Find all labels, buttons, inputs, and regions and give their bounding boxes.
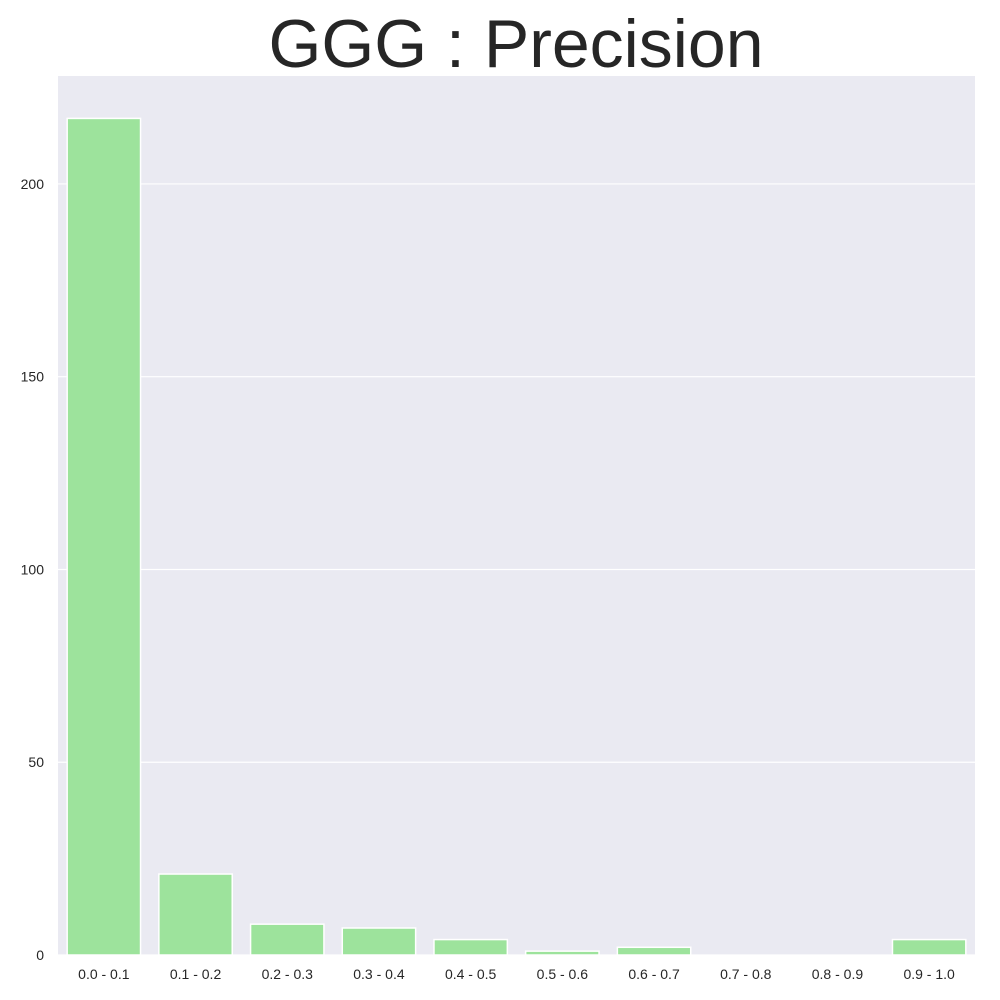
chart-title: GGG : Precision (268, 6, 764, 82)
x-tick-label: 0.3 - 0.4 (353, 966, 405, 982)
x-axis-ticks: 0.0 - 0.1 0.1 - 0.2 0.2 - 0.3 0.3 - 0.4 0.4 … (78, 966, 955, 982)
bar (433, 938, 509, 956)
x-tick-label: 0.2 - 0.3 (262, 966, 314, 982)
bar (66, 117, 142, 956)
bar (249, 923, 325, 956)
bar (341, 927, 417, 956)
bars (66, 117, 967, 956)
bar (616, 946, 692, 956)
plot-background (58, 76, 975, 955)
y-tick-label: 50 (28, 754, 44, 770)
x-tick-label: 0.9 - 1.0 (903, 966, 955, 982)
y-tick-label: 200 (21, 176, 45, 192)
bar (524, 950, 600, 956)
x-tick-label: 0.0 - 0.1 (78, 966, 130, 982)
y-tick-label: 0 (36, 947, 44, 963)
x-tick-label: 0.7 - 0.8 (720, 966, 772, 982)
y-axis-ticks: 0 50 100 150 200 (21, 176, 45, 963)
x-tick-label: 0.4 - 0.5 (445, 966, 497, 982)
x-tick-label: 0.6 - 0.7 (628, 966, 680, 982)
x-tick-label: 0.5 - 0.6 (537, 966, 589, 982)
bar (891, 938, 967, 956)
y-tick-label: 100 (21, 561, 45, 577)
x-tick-label: 0.1 - 0.2 (170, 966, 222, 982)
x-tick-label: 0.8 - 0.9 (812, 966, 864, 982)
y-tick-label: 150 (21, 369, 45, 385)
bar (158, 873, 233, 956)
